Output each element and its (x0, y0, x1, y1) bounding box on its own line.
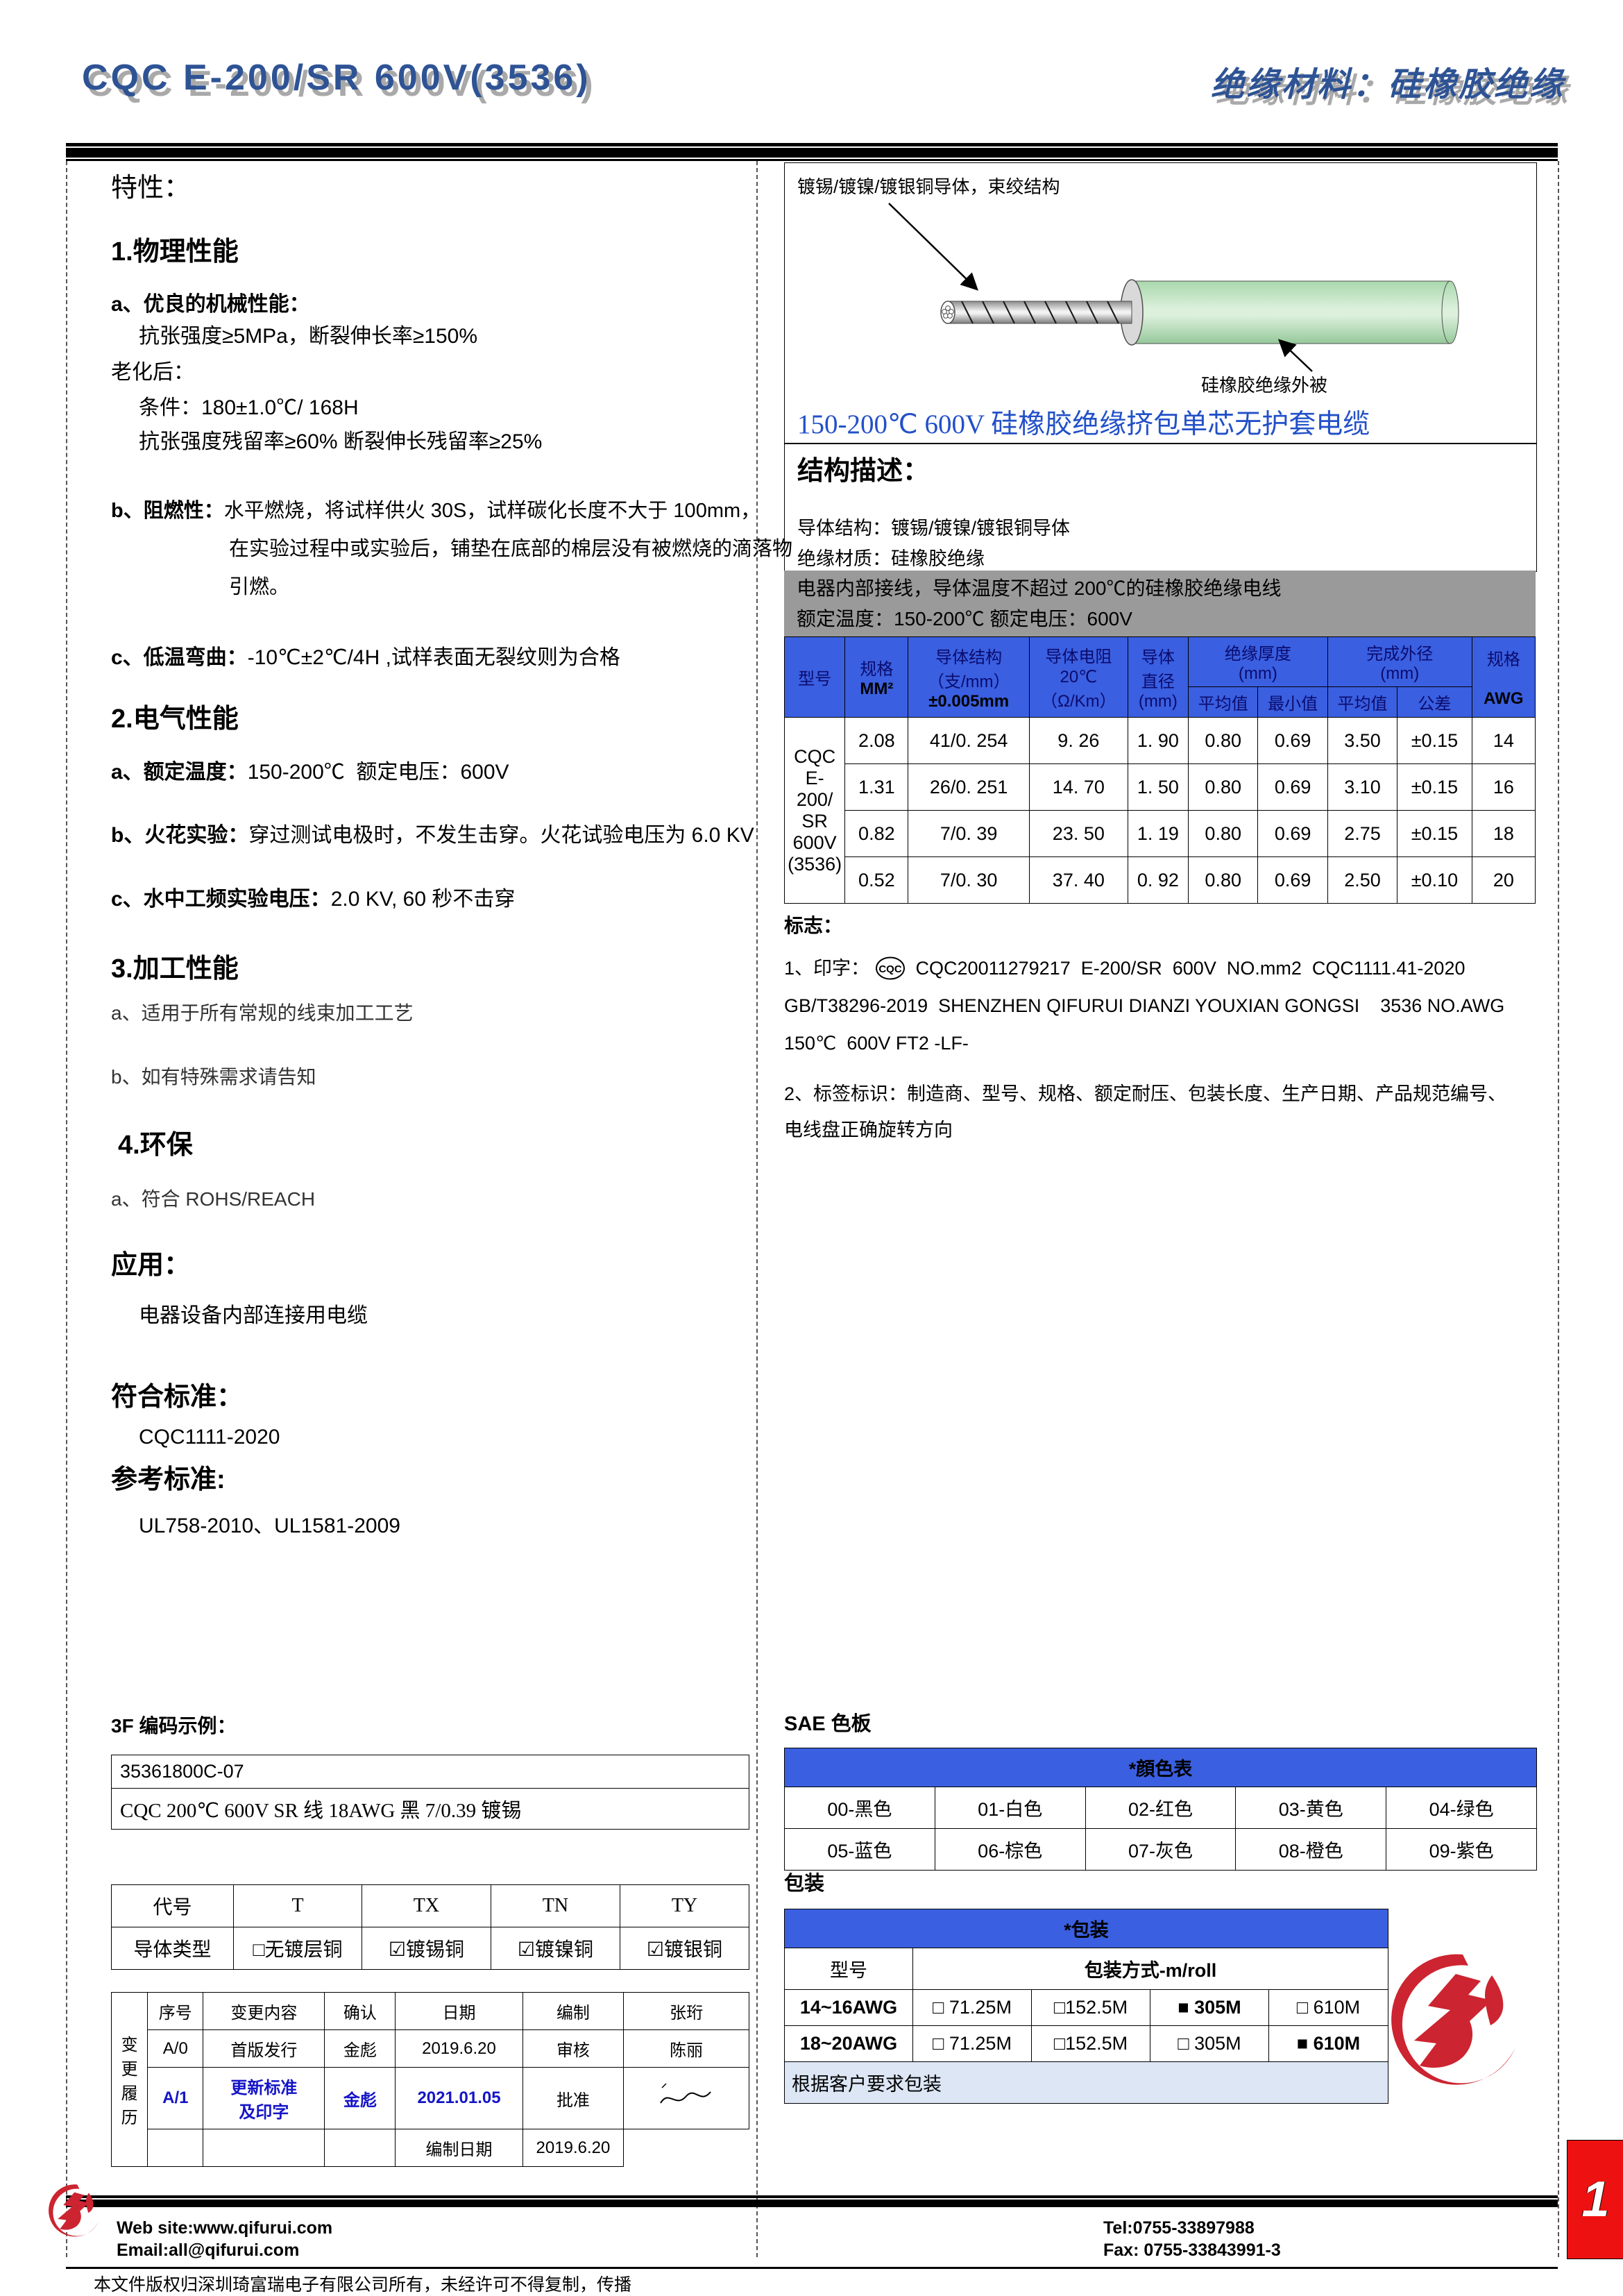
svg-text:CQC: CQC (878, 963, 902, 975)
